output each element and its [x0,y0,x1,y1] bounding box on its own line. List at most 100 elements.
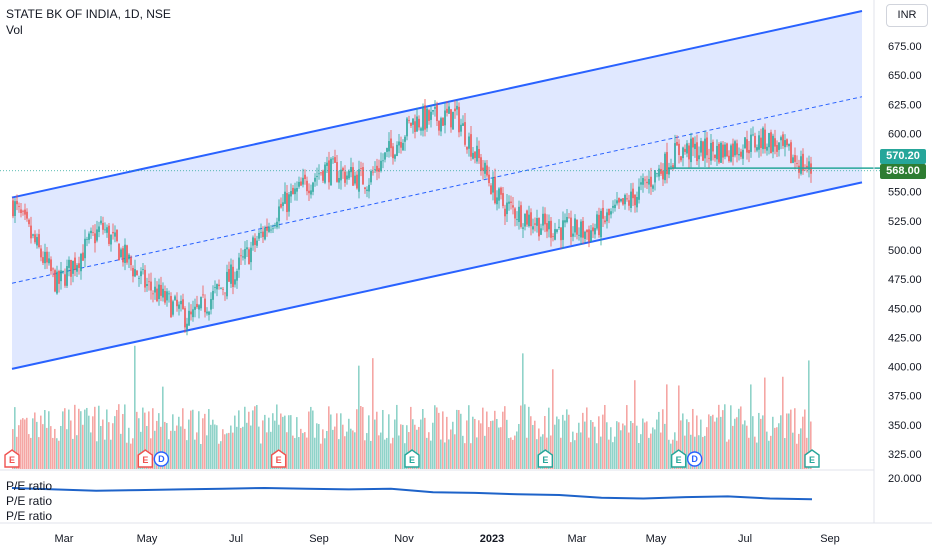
volume-bar [608,439,610,469]
candle-body [748,149,750,154]
volume-bar [328,406,330,469]
candle-body [734,141,736,156]
volume-bar [422,409,424,469]
candle-body [576,219,578,235]
volume-bar [448,439,450,469]
volume-bar [264,414,266,469]
candle-body [38,234,40,248]
volume-bar [194,439,196,469]
candle-body [670,165,672,167]
candle-body [770,132,772,154]
volume-bar [576,432,578,469]
volume-bar [588,437,590,469]
candle-body [568,217,570,219]
volume-bar [740,406,742,469]
volume-bars [12,345,812,469]
y-tick-label: 325.00 [888,449,922,461]
volume-bar [734,418,736,469]
volume-bar [780,415,782,469]
candle-body [418,118,420,128]
volume-bar [260,443,262,469]
volume-bar [798,433,800,469]
candle-body [788,143,790,147]
candle-body [442,117,444,126]
x-tick-label: Mar [55,533,74,545]
x-tick-label: May [137,533,158,545]
volume-bar [488,427,490,469]
candle-body [280,203,282,208]
volume-bar [536,439,538,469]
volume-bar [580,432,582,469]
candle-body [58,270,60,284]
volume-bar [374,419,376,469]
currency-button[interactable]: INR [886,4,928,27]
volume-bar [78,408,80,469]
dividend-icon-letter: D [158,454,165,464]
volume-bar [712,414,714,469]
candle-body [278,206,280,222]
candle-body [152,293,154,295]
volume-bar [452,421,454,469]
volume-bar [42,424,44,469]
volume-bar [300,428,302,469]
candle-body [156,288,158,302]
volume-bar [196,432,198,469]
volume-bar [532,424,534,469]
candle-body [304,174,306,180]
pe-ratio-label-1: P/E ratio [6,479,53,493]
candle-body [164,290,166,303]
earnings-icon-letter: E [9,455,15,465]
candle-body [710,142,712,161]
candle-body [194,306,196,310]
candle-body [588,229,590,242]
candle-body [422,108,424,131]
dividend-marker: D [686,451,703,467]
candle-body [510,201,512,203]
volume-bar [58,440,60,469]
candle-body [508,201,510,204]
candle-body [688,145,690,160]
candle-body [616,200,618,204]
volume-bar [730,405,732,469]
volume-bar [76,435,78,469]
candle-body [70,259,72,277]
candle-body [650,176,652,187]
volume-bar [12,429,14,469]
volume-bar [220,441,222,469]
candle-body [668,168,670,175]
candle-body [320,172,322,174]
volume-bar [446,416,448,469]
volume-bar [486,411,488,469]
candle-body [332,158,334,160]
volume-bar [472,416,474,469]
volume-bar [592,422,594,469]
volume-bar [372,358,374,469]
volume-bar [336,413,338,469]
candle-body [730,145,732,162]
candle-body [706,137,708,156]
candle-body [322,170,324,181]
candle-body [220,287,222,289]
x-tick-label: Nov [394,533,414,545]
candle-body [732,143,734,157]
candle-body [292,187,294,195]
volume-bar [276,404,278,469]
volume-bar [50,426,52,469]
volume-bar [774,427,776,469]
candle-body [692,137,694,148]
earnings-icon-letter: E [142,455,148,465]
candle-body [434,106,436,109]
volume-bar [764,377,766,469]
volume-bar [748,437,750,469]
candle-body [738,154,740,156]
volume-bar [168,439,170,469]
pe-axis-tick: 20.000 [888,473,922,485]
candle-body [158,284,160,300]
candle-body [758,135,760,150]
candle-body [386,147,388,152]
candle-body [382,160,384,162]
candle-body [98,226,100,232]
candle-body [192,309,194,318]
candle-body [438,120,440,131]
